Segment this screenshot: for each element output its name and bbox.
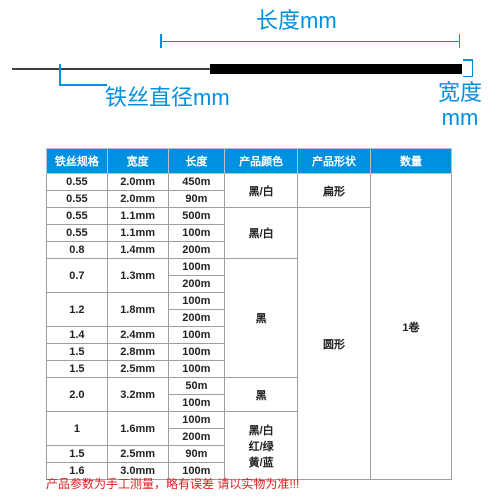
cell-length: 100m xyxy=(168,293,225,310)
cell-length: 100m xyxy=(168,412,225,429)
cell-length: 100m xyxy=(168,225,225,242)
cell-spec: 0.55 xyxy=(47,208,108,225)
cell-width: 3.2mm xyxy=(107,378,168,412)
cell-width: 2.8mm xyxy=(107,344,168,361)
table-header-row: 铁丝规格宽度长度产品颜色产品形状数量 xyxy=(47,149,452,174)
cell-shape: 扁形 xyxy=(298,174,371,208)
cell-width: 1.1mm xyxy=(107,208,168,225)
cell-spec: 1.5 xyxy=(47,344,108,361)
cell-color: 黑/白 xyxy=(225,208,298,259)
cell-spec: 2.0 xyxy=(47,378,108,412)
cell-spec: 1.2 xyxy=(47,293,108,327)
cell-qty: 1卷 xyxy=(370,174,451,480)
cell-spec: 1.5 xyxy=(47,446,108,463)
cell-width: 1.8mm xyxy=(107,293,168,327)
cell-color: 黑/白红/绿黄/蓝 xyxy=(225,412,298,480)
cell-length: 100m xyxy=(168,361,225,378)
table-header-cell: 宽度 xyxy=(107,149,168,174)
cell-spec: 0.8 xyxy=(47,242,108,259)
length-dimension-arrow xyxy=(160,32,460,52)
cell-length: 200m xyxy=(168,242,225,259)
cell-shape: 圆形 xyxy=(298,208,371,480)
table-header-cell: 产品颜色 xyxy=(225,149,298,174)
cell-width: 1.1mm xyxy=(107,225,168,242)
cell-length: 100m xyxy=(168,327,225,344)
cell-width: 1.6mm xyxy=(107,412,168,446)
length-label: 长度mm xyxy=(256,3,337,35)
cell-width: 1.3mm xyxy=(107,259,168,293)
cell-length: 200m xyxy=(168,310,225,327)
table-header-cell: 产品形状 xyxy=(298,149,371,174)
cell-width: 2.5mm xyxy=(107,446,168,463)
cell-width: 2.0mm xyxy=(107,191,168,208)
cell-length: 500m xyxy=(168,208,225,225)
cell-spec: 0.7 xyxy=(47,259,108,293)
cell-width: 1.4mm xyxy=(107,242,168,259)
diameter-pointer xyxy=(36,64,96,92)
spec-table: 铁丝规格宽度长度产品颜色产品形状数量 0.552.0mm450m黑/白扁形1卷0… xyxy=(46,148,452,480)
cell-color: 黑 xyxy=(225,259,298,378)
table-header-cell: 数量 xyxy=(370,149,451,174)
footer-note: 产品参数为手工测量，略有误差 请以实物为准!!! xyxy=(46,475,299,492)
table-row: 0.552.0mm450m黑/白扁形1卷 xyxy=(47,174,452,191)
cell-spec: 0.55 xyxy=(47,225,108,242)
width-label: 宽度 mm xyxy=(438,80,482,131)
cell-length: 200m xyxy=(168,276,225,293)
table-header-cell: 长度 xyxy=(168,149,225,174)
cell-spec: 1 xyxy=(47,412,108,446)
diameter-label: 铁丝直径mm xyxy=(105,80,230,112)
cell-width: 2.0mm xyxy=(107,174,168,191)
spec-table-container: 铁丝规格宽度长度产品颜色产品形状数量 0.552.0mm450m黑/白扁形1卷0… xyxy=(46,148,452,480)
cell-color: 黑 xyxy=(225,378,298,412)
cell-length: 90m xyxy=(168,446,225,463)
cell-spec: 0.55 xyxy=(47,191,108,208)
width-label-line1: 宽度 xyxy=(438,80,482,105)
cell-length: 90m xyxy=(168,191,225,208)
cell-length: 200m xyxy=(168,429,225,446)
cell-spec: 0.55 xyxy=(47,174,108,191)
cell-spec: 1.5 xyxy=(47,361,108,378)
cell-length: 100m xyxy=(168,259,225,276)
width-label-line2: mm xyxy=(442,105,479,130)
table-header-cell: 铁丝规格 xyxy=(47,149,108,174)
cell-spec: 1.4 xyxy=(47,327,108,344)
cell-length: 50m xyxy=(168,378,225,395)
cell-width: 2.5mm xyxy=(107,361,168,378)
width-bracket xyxy=(463,59,475,77)
cell-length: 100m xyxy=(168,344,225,361)
cell-length: 100m xyxy=(168,395,225,412)
wire-diagram: 长度mm 铁丝直径mm 宽度 mm xyxy=(0,0,500,140)
cell-length: 450m xyxy=(168,174,225,191)
cell-color: 黑/白 xyxy=(225,174,298,208)
cell-width: 2.4mm xyxy=(107,327,168,344)
